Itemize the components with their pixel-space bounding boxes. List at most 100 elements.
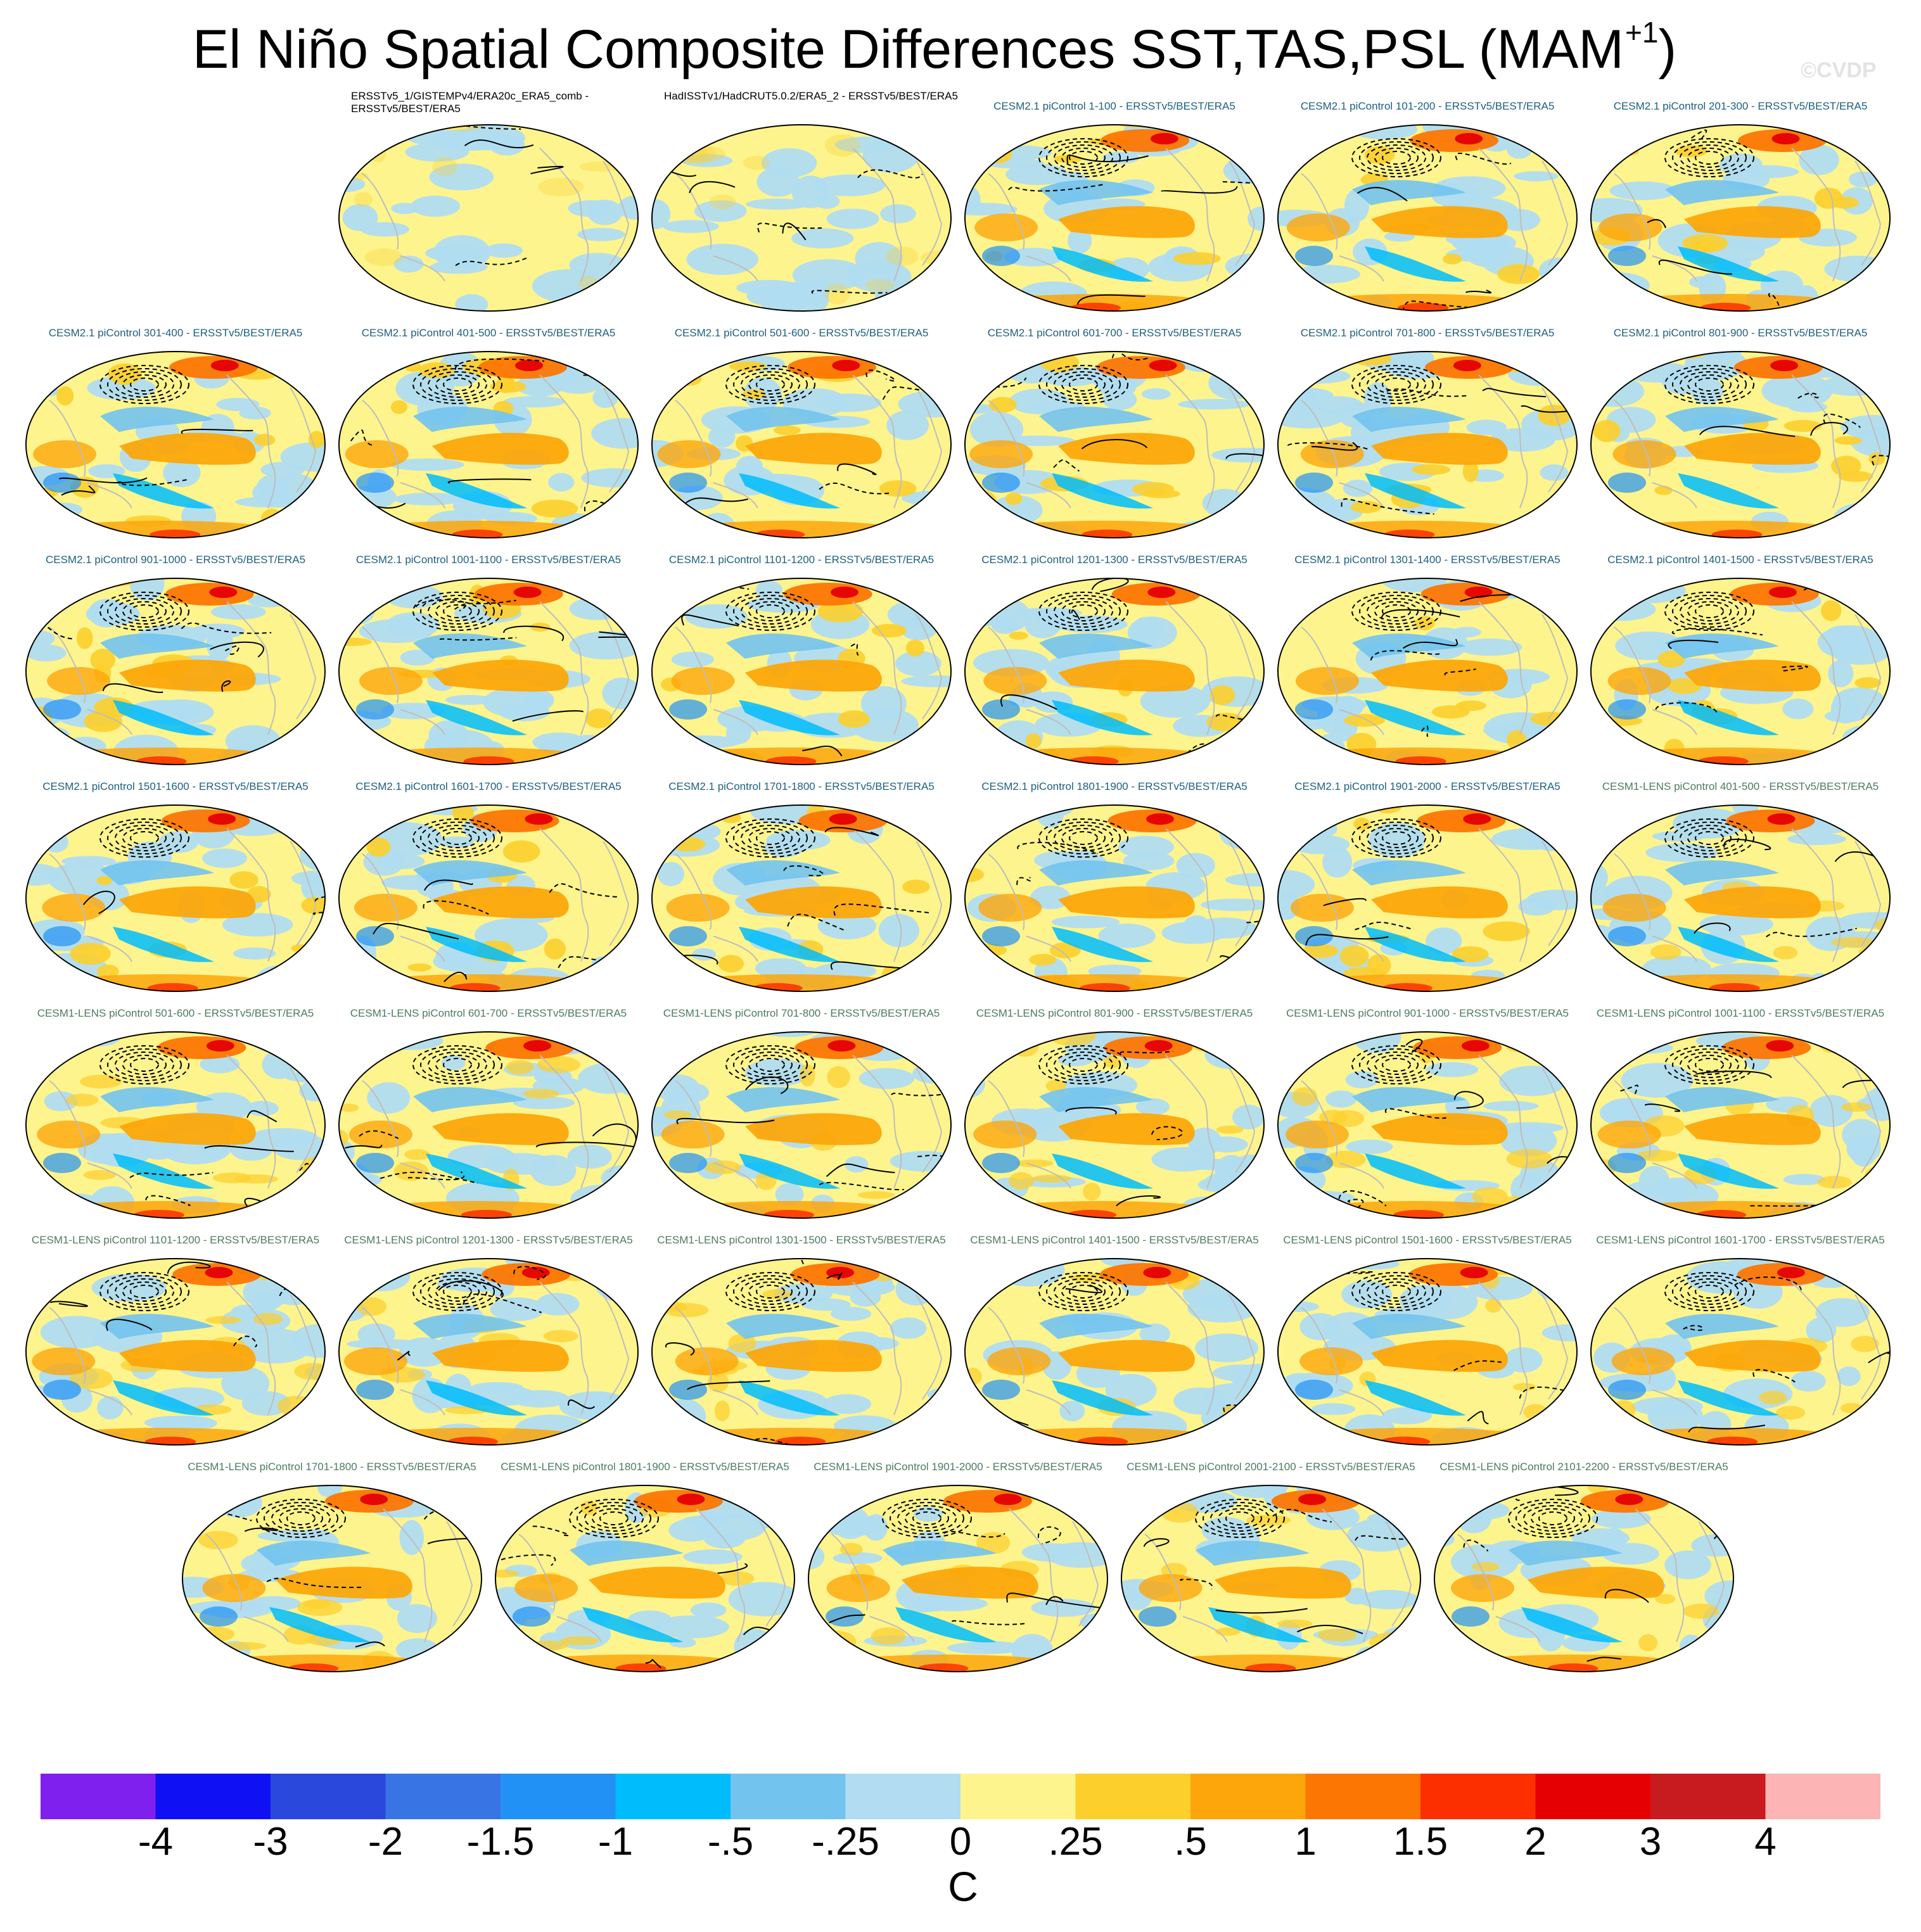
map-panel xyxy=(964,1031,1265,1219)
map-panel xyxy=(651,1031,952,1219)
map-panel xyxy=(651,351,952,538)
panel-title: CESM2.1 piControl 101-200 - ERSSTv5/BEST… xyxy=(1300,100,1555,112)
colorbar-tick-label: 0 xyxy=(949,1820,972,1864)
colorbar-tick-label: -1 xyxy=(597,1820,634,1864)
colorbar-tick-label: 1 xyxy=(1294,1820,1317,1864)
colorbar-swatch xyxy=(1535,1774,1651,1819)
colorbar-tick-label: -.25 xyxy=(812,1820,879,1864)
map-panel xyxy=(338,351,639,538)
map-panel xyxy=(1121,1485,1421,1672)
panel-title: CESM2.1 piControl 1501-1600 - ERSSTv5/BE… xyxy=(42,780,309,792)
colorbar-swatch xyxy=(271,1774,386,1819)
panel-title: CESM1-LENS piControl 501-600 - ERSSTv5/B… xyxy=(37,1007,314,1019)
map-panel xyxy=(1277,578,1578,765)
watermark-logo: ©CVDP xyxy=(1801,58,1877,82)
colorbar-tick-label: -3 xyxy=(253,1820,288,1864)
map-panel xyxy=(338,578,639,765)
panel-title: CESM1-LENS piControl 1201-1300 - ERSSTv5… xyxy=(344,1234,633,1246)
colorbar-swatch xyxy=(1765,1774,1880,1819)
colorbar xyxy=(41,1774,1880,1819)
panel-title: CESM2.1 piControl 501-600 - ERSSTv5/BEST… xyxy=(674,327,929,339)
colorbar-tick-label: -.5 xyxy=(707,1820,754,1864)
map-panel xyxy=(651,1258,952,1446)
map-panel xyxy=(1590,804,1891,992)
panel-title: CESM2.1 piControl 401-500 - ERSSTv5/BEST… xyxy=(361,327,616,339)
colorbar-swatch xyxy=(41,1774,156,1819)
map-panel xyxy=(338,1031,639,1219)
panel-title: CESM2.1 piControl 1201-1300 - ERSSTv5/BE… xyxy=(981,554,1248,566)
panel-title: CESM1-LENS piControl 2101-2200 - ERSSTv5… xyxy=(1439,1461,1728,1473)
map-panel xyxy=(1590,1031,1891,1219)
panel-title: CESM1-LENS piControl 2001-2100 - ERSSTv5… xyxy=(1126,1461,1415,1473)
panel-title: CESM1-LENS piControl 1401-1500 - ERSSTv5… xyxy=(970,1234,1259,1246)
panel-title: CESM2.1 piControl 1901-2000 - ERSSTv5/BE… xyxy=(1294,780,1560,792)
colorbar-tick-label: -2 xyxy=(367,1820,404,1864)
panel-title: CESM2.1 piControl 1801-1900 - ERSSTv5/BE… xyxy=(981,780,1248,792)
colorbar-swatch xyxy=(1650,1774,1766,1819)
colorbar-swatch xyxy=(501,1774,616,1819)
colorbar-swatch xyxy=(731,1774,846,1819)
panel-title: CESM2.1 piControl 1401-1500 - ERSSTv5/BE… xyxy=(1607,554,1873,566)
map-panel xyxy=(1277,1258,1578,1446)
map-panel xyxy=(964,124,1265,312)
page-title: El Niño Spatial Composite Differences SS… xyxy=(192,16,1677,80)
panel-title: CESM1-LENS piControl 901-1000 - ERSSTv5/… xyxy=(1286,1007,1569,1019)
map-panel xyxy=(25,1258,326,1446)
map-panel xyxy=(1277,351,1578,538)
panel-title: HadISSTv1/HadCRUT5.0.2/ERA5_2 - ERSSTv5/… xyxy=(664,90,958,102)
panel-title: CESM1-LENS piControl 1001-1100 - ERSSTv5… xyxy=(1596,1007,1885,1019)
panel-title: CESM1-LENS piControl 1101-1200 - ERSSTv5… xyxy=(31,1234,320,1246)
colorbar-swatch xyxy=(1190,1774,1306,1819)
colorbar-swatch xyxy=(1305,1774,1421,1819)
panel-title: ERSSTv5_1/GISTEMPv4/ERA20c_ERA5_comb - E… xyxy=(351,90,589,115)
map-panel xyxy=(1590,124,1891,312)
title-superscript: +1 xyxy=(1625,16,1659,49)
panel-title: CESM2.1 piControl 301-400 - ERSSTv5/BEST… xyxy=(48,327,303,339)
colorbar-tick-label: .25 xyxy=(1048,1820,1103,1864)
panel-title: CESM2.1 piControl 1101-1200 - ERSSTv5/BE… xyxy=(668,554,935,566)
map-panel xyxy=(1277,804,1578,992)
map-panel xyxy=(1590,578,1891,765)
map-panel xyxy=(1277,1031,1578,1219)
panel-title: CESM2.1 piControl 1-100 - ERSSTv5/BEST/E… xyxy=(993,100,1235,112)
panel-title: CESM1-LENS piControl 401-500 - ERSSTv5/B… xyxy=(1602,780,1879,792)
colorbar-swatch xyxy=(385,1774,501,1819)
panel-title: CESM1-LENS piControl 601-700 - ERSSTv5/B… xyxy=(350,1007,627,1019)
panel-title: CESM2.1 piControl 701-800 - ERSSTv5/BEST… xyxy=(1300,327,1555,339)
colorbar-swatch xyxy=(1075,1774,1191,1819)
panel-title: CESM2.1 piControl 901-1000 - ERSSTv5/BES… xyxy=(45,554,306,566)
panel-title: CESM1-LENS piControl 1901-2000 - ERSSTv5… xyxy=(814,1461,1102,1473)
panel-title: CESM2.1 piControl 601-700 - ERSSTv5/BEST… xyxy=(987,327,1242,339)
map-panel xyxy=(495,1485,795,1672)
map-panel xyxy=(964,578,1265,765)
colorbar-tick-label: 1.5 xyxy=(1393,1820,1448,1864)
panel-title: CESM2.1 piControl 1301-1400 - ERSSTv5/BE… xyxy=(1294,554,1560,566)
panel-title: CESM1-LENS piControl 701-800 - ERSSTv5/B… xyxy=(663,1007,940,1019)
map-panel xyxy=(25,804,326,992)
colorbar-units: C xyxy=(948,1863,978,1910)
colorbar-swatch xyxy=(845,1774,961,1819)
map-panel xyxy=(651,578,952,765)
map-panel xyxy=(1277,124,1578,312)
map-panel xyxy=(964,1258,1265,1446)
map-panel xyxy=(964,351,1265,538)
colorbar-tick-label: -4 xyxy=(137,1820,174,1864)
panel-title: CESM2.1 piControl 1701-1800 - ERSSTv5/BE… xyxy=(668,780,935,792)
map-panel xyxy=(808,1485,1108,1672)
map-panel xyxy=(25,1031,326,1219)
map-panel xyxy=(25,578,326,765)
panel-title: CESM1-LENS piControl 801-900 - ERSSTv5/B… xyxy=(976,1007,1253,1019)
panel-title: CESM1-LENS piControl 1801-1900 - ERSSTv5… xyxy=(501,1461,789,1473)
map-panel xyxy=(1434,1485,1734,1672)
map-panel xyxy=(651,124,952,312)
map-panel xyxy=(338,1258,639,1446)
map-panel xyxy=(651,804,952,992)
panel-title: CESM1-LENS piControl 1301-1500 - ERSSTv5… xyxy=(657,1234,946,1246)
colorbar-tick-label: 2 xyxy=(1524,1820,1547,1864)
panel-title: CESM1-LENS piControl 1701-1800 - ERSSTv5… xyxy=(188,1461,476,1473)
colorbar-swatch xyxy=(155,1774,271,1819)
panel-title: CESM2.1 piControl 201-300 - ERSSTv5/BEST… xyxy=(1613,100,1868,112)
map-panel xyxy=(964,804,1265,992)
panel-title: CESM1-LENS piControl 1501-1600 - ERSSTv5… xyxy=(1283,1234,1572,1246)
colorbar-tick-label: 4 xyxy=(1754,1820,1777,1864)
